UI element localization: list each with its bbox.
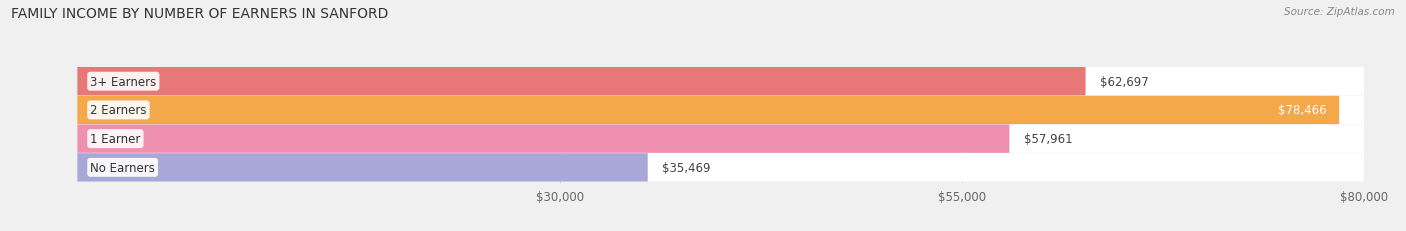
FancyBboxPatch shape [77,125,1010,153]
FancyBboxPatch shape [77,154,648,182]
Text: $35,469: $35,469 [662,161,710,174]
Text: 1 Earner: 1 Earner [90,133,141,146]
Text: No Earners: No Earners [90,161,155,174]
Text: FAMILY INCOME BY NUMBER OF EARNERS IN SANFORD: FAMILY INCOME BY NUMBER OF EARNERS IN SA… [11,7,388,21]
Text: $57,961: $57,961 [1024,133,1073,146]
FancyBboxPatch shape [77,96,1339,125]
Text: Source: ZipAtlas.com: Source: ZipAtlas.com [1284,7,1395,17]
Text: $62,697: $62,697 [1099,75,1149,88]
FancyBboxPatch shape [77,125,1364,153]
FancyBboxPatch shape [77,96,1364,125]
Text: 3+ Earners: 3+ Earners [90,75,156,88]
Text: $78,466: $78,466 [1278,104,1326,117]
FancyBboxPatch shape [77,68,1085,96]
FancyBboxPatch shape [77,154,1364,182]
FancyBboxPatch shape [77,68,1364,96]
Text: 2 Earners: 2 Earners [90,104,146,117]
